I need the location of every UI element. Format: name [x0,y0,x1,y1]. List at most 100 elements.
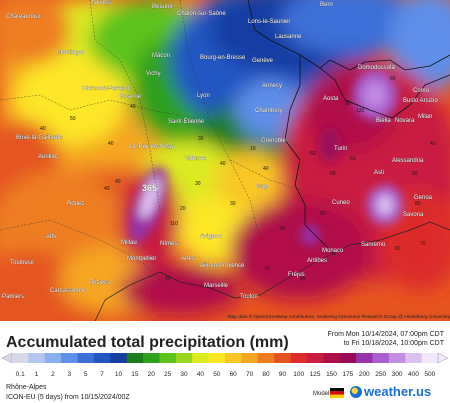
grid-value: 30 [198,136,204,142]
legend-tick-label: 3 [68,371,72,378]
city-label: Asti [374,170,384,176]
legend-color-swatch [175,353,193,363]
city-label: Turin [334,146,347,152]
city-label: Chambéry [255,108,283,114]
grid-value: 120 [356,108,365,114]
city-label: Busto Arsizio [403,98,438,104]
city-label: Clermont-Ferrand [82,86,129,92]
region-name: Rhône-Alpes [6,384,47,391]
legend-color-swatch [143,353,160,363]
legend-color-swatch [225,353,242,363]
city-label: Marseille [204,283,229,289]
legend-tick-label: 0.1 [16,371,25,378]
time-range-end: to Fri 10/18/2024, 10:00pm CDT [343,340,444,347]
legend-tick-label: 125 [310,371,321,378]
legend-tick-label: 5 [84,371,88,378]
city-label: Vichy [146,71,161,77]
legend-color-swatch [110,353,127,363]
peak-value-label: 365 [142,183,157,193]
region-borders [0,0,301,291]
legend-color-swatch [159,353,177,363]
legend-color-swatch [356,353,373,363]
city-label: Bourg-en-Bresse [200,55,246,61]
legend-color-swatch [12,353,29,363]
grid-value: 60 [330,171,336,177]
city-label: Chalon-sur-Saône [177,11,226,17]
city-label: Alessandria [392,158,424,164]
weather-logo-icon [350,386,362,398]
grid-value: 10 [250,146,256,152]
city-label: Genoa [414,195,433,201]
city-label: Toulouse [10,260,35,266]
city-label: Savona [403,212,424,218]
grid-value: 40 [104,186,110,192]
city-label: Gap [256,184,268,190]
grid-value: 50 [70,116,76,122]
legend-color-swatch [44,353,62,363]
legend-color-swatch [126,353,144,363]
grid-value: 20 [180,206,186,212]
city-label: Nevers [92,0,111,6]
grid-value: 40 [430,141,436,147]
legend-color-swatch [192,353,209,363]
city-label: Lyon [197,93,210,99]
city-label: Annecy [262,83,282,89]
grid-value: 90 [300,276,306,282]
city-label: Bern [320,2,333,8]
grid-value: 60 [412,171,418,177]
grid-value: 70 [420,241,426,247]
legend-tick-label: 15 [131,371,139,378]
legend-color-swatch [372,353,390,363]
city-label: Châteauroux [6,14,40,20]
city-label: Fréjus [288,272,305,278]
legend-color-swatch [388,353,406,363]
grid-value: 40 [220,161,226,167]
grid-value: 40 [115,179,121,185]
legend-tick-label: 50 [213,371,221,378]
city-label: Aurillac [38,154,58,160]
city-label: Aix-en-Provence [200,263,245,269]
legend-color-swatch [241,353,259,363]
legend-tick-label: 25 [164,371,172,378]
legend-tick-label: 80 [262,371,270,378]
legend-tick-label: 300 [392,371,403,378]
city-label: Sanremo [361,242,386,248]
city-label: Béziers [89,280,109,286]
legend-color-swatch [274,353,291,363]
city-label: Valence [185,156,207,162]
grid-value: 60 [310,151,316,157]
brand-logo[interactable]: weather.us [364,384,432,399]
legend-tick-label: 20 [148,371,156,378]
legend-tick-label: 10 [115,371,123,378]
city-label: Mâcon [152,53,170,59]
legend-tick-label: 1 [35,371,39,378]
city-label: Domodossola [358,65,395,71]
grid-value: 40 [40,126,46,132]
legend-tick-label: 200 [359,371,370,378]
city-label: Aosta [323,96,339,102]
city-label: Lons-le-Saunier [248,19,290,25]
grid-value: 60 [390,76,396,82]
city-label: Montluçon [57,50,85,56]
grid-value: 80 [345,101,351,107]
grid-value: 40 [108,141,114,147]
grid-value: 80 [415,201,421,207]
legend-color-swatch [290,353,308,363]
city-label: Antibes [307,258,327,264]
legend-tick-label: 7 [100,371,104,378]
grid-value: 60 [320,211,326,217]
city-label: Beaune [152,4,173,10]
grid-value: 60 [350,156,356,162]
grid-value: 110 [170,221,178,227]
legend-color-swatch [208,353,226,363]
city-label: Montpellier [127,256,156,262]
city-label: Carcassonne [50,288,86,294]
city-label: Millau [121,240,137,246]
city-label: Novara [395,118,415,124]
coastline [94,221,450,321]
city-label: Monaco [322,248,344,254]
precipitation-map: 40 50 40 40 30 40 30 10 40 20 30 40 40 80 120 60 60 60 80 6… [0,0,450,321]
legend-tick-label: 60 [230,371,238,378]
legend-tick-label: 30 [180,371,188,378]
grid-value: 40 [263,166,269,172]
